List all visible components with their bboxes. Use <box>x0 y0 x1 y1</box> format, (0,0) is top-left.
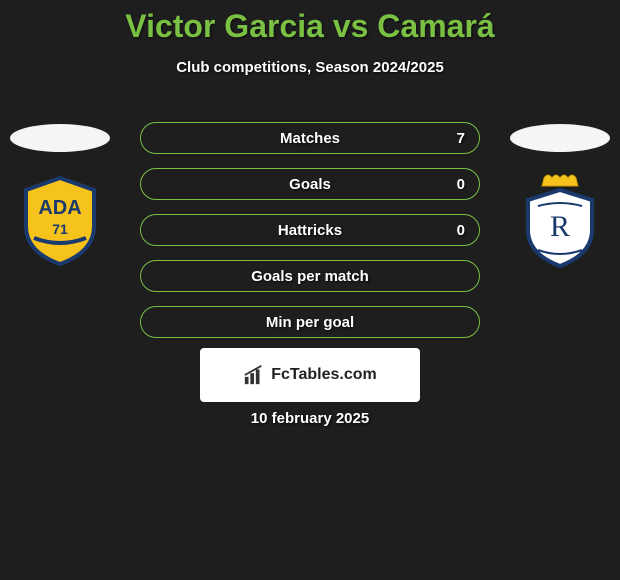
stat-right-value: 0 <box>457 176 465 193</box>
stat-right-value: 7 <box>457 130 465 147</box>
page-title: Victor Garcia vs Camará <box>0 0 620 45</box>
subtitle: Club competitions, Season 2024/2025 <box>0 59 620 76</box>
stat-label: Hattricks <box>278 222 342 239</box>
bar-chart-icon <box>243 364 265 386</box>
club-crest-left: ADA 71 <box>20 176 100 266</box>
stat-label: Goals per match <box>251 268 369 285</box>
stat-right-value: 0 <box>457 222 465 239</box>
player-avatar-left <box>10 124 110 152</box>
stat-row-min-per-goal: Min per goal <box>140 306 480 338</box>
stat-row-hattricks: Hattricks 0 <box>140 214 480 246</box>
club-crest-right: R <box>520 172 600 262</box>
shield-icon: ADA 71 <box>20 176 100 266</box>
player-avatar-right <box>510 124 610 152</box>
svg-text:ADA: ADA <box>38 197 81 219</box>
source-logo: FcTables.com <box>200 348 420 402</box>
shield-icon: R <box>520 172 600 268</box>
svg-text:71: 71 <box>52 221 68 237</box>
stat-label: Goals <box>289 176 331 193</box>
date-label: 10 february 2025 <box>0 410 620 427</box>
stat-label: Matches <box>280 130 340 147</box>
stat-row-goals: Goals 0 <box>140 168 480 200</box>
source-logo-text: FcTables.com <box>271 366 377 384</box>
stat-label: Min per goal <box>266 314 354 331</box>
stats-container: Matches 7 Goals 0 Hattricks 0 Goals per … <box>140 122 480 352</box>
stat-row-goals-per-match: Goals per match <box>140 260 480 292</box>
stat-row-matches: Matches 7 <box>140 122 480 154</box>
svg-text:R: R <box>550 210 570 243</box>
